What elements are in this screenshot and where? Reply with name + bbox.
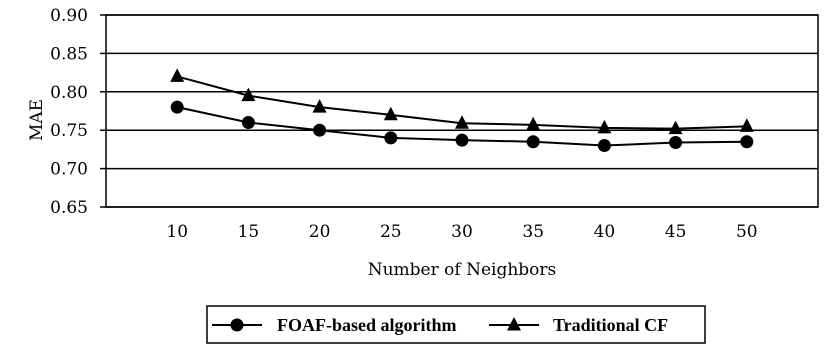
data-point-traditional-cf — [455, 115, 469, 129]
y-tick-label: 0.80 — [50, 83, 88, 103]
data-point-traditional-cf — [739, 118, 754, 132]
legend-label-foaf: FOAF-based algorithm — [277, 315, 457, 335]
plot-area-frame — [105, 14, 819, 208]
x-axis-title: Number of Neighbors — [368, 260, 557, 280]
legend-marker-foaf — [230, 318, 244, 332]
x-tick-label: 20 — [309, 222, 331, 242]
x-tick-label: 25 — [380, 222, 402, 242]
data-point-foaf — [241, 116, 255, 130]
data-point-foaf — [526, 135, 540, 149]
data-point-foaf — [455, 133, 469, 147]
legend-item-traditional-cf: Traditional CF — [489, 315, 668, 335]
y-axis-title: MAE — [27, 99, 47, 141]
x-tick-label: 30 — [451, 222, 473, 242]
data-point-traditional-cf — [526, 116, 541, 131]
legend-marker-traditional-cf — [507, 316, 521, 331]
y-tick-label: 0.70 — [50, 160, 88, 180]
x-tick-label: 15 — [238, 222, 260, 242]
x-tick-label: 40 — [594, 222, 616, 242]
y-axis-ticks: 0.65 0.70 0.75 0.80 0.85 0.90 — [50, 6, 106, 218]
x-axis-ticks: 10 15 20 25 30 35 40 45 50 — [166, 222, 757, 242]
legend: FOAF-based algorithm Traditional CF — [206, 305, 706, 344]
data-point-traditional-cf — [241, 87, 256, 102]
data-point-foaf — [384, 131, 398, 145]
legend-box — [206, 305, 706, 344]
data-point-traditional-cf — [668, 120, 683, 135]
x-tick-label: 35 — [522, 222, 544, 242]
legend-label-traditional-cf: Traditional CF — [553, 315, 668, 335]
x-tick-label: 50 — [736, 222, 758, 242]
series-layer — [170, 68, 754, 153]
data-point-traditional-cf — [312, 99, 327, 113]
data-point-traditional-cf — [383, 106, 398, 121]
y-tick-label: 0.90 — [50, 6, 88, 26]
series-traditional-cf — [170, 68, 754, 135]
data-point-traditional-cf — [597, 119, 612, 134]
legend-item-foaf: FOAF-based algorithm — [212, 315, 457, 335]
series-foaf — [170, 100, 754, 153]
x-tick-label: 10 — [166, 222, 188, 242]
y-tick-label: 0.75 — [50, 121, 88, 141]
data-point-foaf — [669, 135, 683, 149]
data-point-traditional-cf — [170, 68, 185, 82]
x-tick-label: 45 — [665, 222, 687, 242]
data-point-foaf — [597, 139, 611, 153]
gridlines — [106, 14, 818, 208]
data-point-foaf — [170, 100, 184, 114]
y-tick-label: 0.65 — [50, 198, 88, 218]
data-point-foaf — [313, 123, 327, 137]
y-tick-label: 0.85 — [50, 44, 88, 64]
data-point-foaf — [740, 135, 754, 149]
